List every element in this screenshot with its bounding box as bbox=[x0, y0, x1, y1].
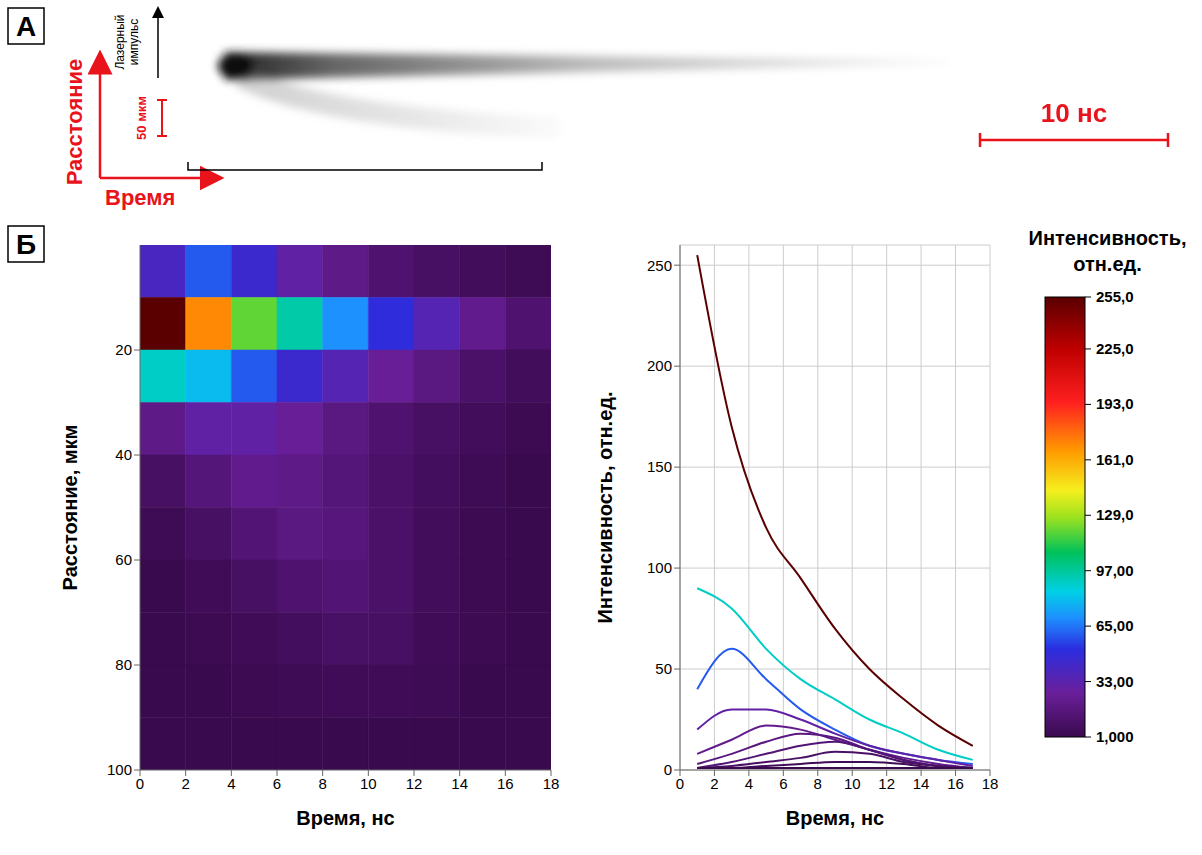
svg-text:255,0: 255,0 bbox=[1096, 288, 1134, 305]
svg-text:Время, нс: Время, нс bbox=[786, 807, 884, 829]
svg-text:А: А bbox=[16, 11, 36, 42]
svg-text:193,0: 193,0 bbox=[1096, 395, 1134, 412]
svg-text:100: 100 bbox=[647, 559, 672, 576]
svg-text:129,0: 129,0 bbox=[1096, 506, 1134, 523]
svg-text:4: 4 bbox=[745, 775, 753, 792]
svg-text:2: 2 bbox=[181, 775, 189, 792]
svg-text:200: 200 bbox=[647, 357, 672, 374]
svg-text:10 нс: 10 нс bbox=[1041, 98, 1107, 128]
svg-text:100: 100 bbox=[107, 761, 132, 778]
svg-text:0: 0 bbox=[676, 775, 684, 792]
html-text:Интенсивность, отн.ед.: Интенсивность, отн.ед. bbox=[1028, 227, 1187, 275]
svg-text:Лазерный: Лазерный bbox=[113, 14, 127, 69]
svg-text:16: 16 bbox=[947, 775, 964, 792]
svg-text:33,00: 33,00 bbox=[1096, 673, 1134, 690]
svg-text:10: 10 bbox=[360, 775, 377, 792]
svg-text:225,0: 225,0 bbox=[1096, 340, 1134, 357]
svg-text:Б: Б bbox=[16, 229, 36, 260]
svg-text:18: 18 bbox=[982, 775, 999, 792]
svg-text:50 мкм: 50 мкм bbox=[134, 96, 149, 140]
svg-text:14: 14 bbox=[451, 775, 468, 792]
svg-text:12: 12 bbox=[878, 775, 895, 792]
svg-text:10: 10 bbox=[844, 775, 861, 792]
svg-text:80: 80 bbox=[115, 656, 132, 673]
svg-text:150: 150 bbox=[647, 458, 672, 475]
svg-text:8: 8 bbox=[318, 775, 326, 792]
svg-text:50: 50 bbox=[655, 660, 672, 677]
svg-text:0: 0 bbox=[136, 775, 144, 792]
svg-text:импульс: импульс bbox=[127, 19, 141, 65]
svg-text:2: 2 bbox=[710, 775, 718, 792]
svg-text:4: 4 bbox=[227, 775, 235, 792]
svg-text:1,000: 1,000 bbox=[1096, 728, 1134, 745]
svg-text:Расстояние, мкм: Расстояние, мкм bbox=[59, 425, 81, 591]
svg-text:40: 40 bbox=[115, 446, 132, 463]
svg-text:18: 18 bbox=[543, 775, 560, 792]
svg-text:12: 12 bbox=[406, 775, 423, 792]
svg-text:6: 6 bbox=[273, 775, 281, 792]
svg-text:6: 6 bbox=[779, 775, 787, 792]
svg-text:97,00: 97,00 bbox=[1096, 562, 1134, 579]
svg-text:Время: Время bbox=[105, 185, 175, 210]
svg-text:Интенсивность, отн.ед.: Интенсивность, отн.ед. bbox=[594, 391, 616, 623]
svg-text:65,00: 65,00 bbox=[1096, 617, 1134, 634]
svg-text:0: 0 bbox=[664, 761, 672, 778]
svg-text:Расстояние: Расстояние bbox=[62, 59, 87, 186]
svg-text:161,0: 161,0 bbox=[1096, 451, 1134, 468]
svg-text:8: 8 bbox=[814, 775, 822, 792]
svg-text:14: 14 bbox=[913, 775, 930, 792]
svg-text:250: 250 bbox=[647, 257, 672, 274]
svg-text:16: 16 bbox=[497, 775, 514, 792]
svg-text:Время, нс: Время, нс bbox=[296, 807, 394, 829]
svg-text:20: 20 bbox=[115, 341, 132, 358]
svg-text:60: 60 bbox=[115, 551, 132, 568]
